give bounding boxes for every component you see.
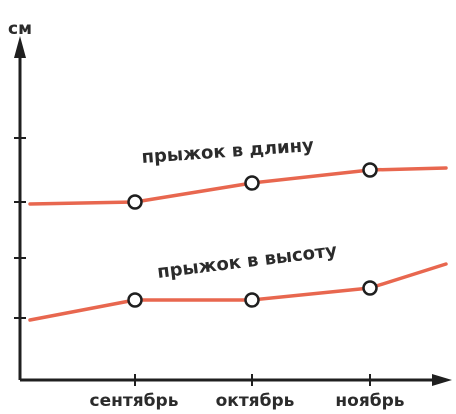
series-line	[28, 166, 448, 206]
series-label: прыжок в длину	[141, 135, 315, 168]
x-tick-label: сентябрь	[90, 391, 179, 411]
y-axis-label: см	[8, 19, 32, 39]
x-tick-labels: сентябрь октябрь ноябрь	[90, 391, 405, 411]
data-point	[362, 162, 378, 178]
data-point	[127, 194, 143, 210]
y-axis-arrow	[14, 36, 26, 58]
axes: см	[8, 19, 452, 386]
x-axis-arrow	[432, 374, 452, 386]
data-point	[244, 175, 260, 191]
data-point	[127, 292, 143, 308]
x-tick-label: октябрь	[216, 391, 295, 411]
x-tick-label: ноябрь	[335, 391, 404, 411]
series-layer: прыжок в длину прыжок в высоту	[28, 135, 448, 322]
data-point	[244, 292, 260, 308]
series-label: прыжок в высоту	[156, 240, 338, 283]
data-point	[362, 280, 378, 296]
